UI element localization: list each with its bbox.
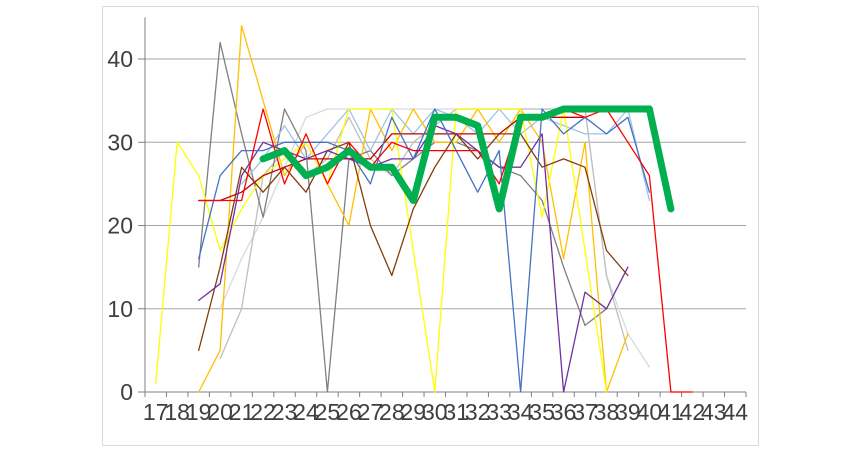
x-tick-label: 23 — [272, 399, 298, 425]
x-tick-label: 33 — [486, 399, 512, 425]
x-tick-label: 24 — [293, 399, 319, 425]
x-tick-label: 40 — [637, 399, 663, 425]
series-line-gold — [198, 25, 629, 393]
axis-labels: 0102030401718192021222324252627282930313… — [107, 46, 748, 425]
x-tick-label: 22 — [250, 399, 276, 425]
x-tick-label: 36 — [551, 399, 577, 425]
x-tick-label: 39 — [615, 399, 641, 425]
series-line-green — [259, 105, 675, 213]
x-tick-label: 34 — [508, 399, 534, 425]
x-tick-label: 19 — [186, 399, 212, 425]
x-tick-label: 17 — [143, 399, 169, 425]
series-line-brown — [198, 133, 629, 352]
y-tick-label: 20 — [107, 213, 133, 239]
series-lines — [155, 25, 693, 393]
series-line-gray — [198, 41, 608, 393]
gridlines — [145, 58, 746, 310]
x-tick-label: 42 — [680, 399, 706, 425]
x-tick-label: 28 — [379, 399, 405, 425]
x-tick-label: 32 — [465, 399, 491, 425]
axes — [138, 17, 747, 397]
x-tick-label: 18 — [164, 399, 190, 425]
y-tick-label: 40 — [107, 46, 133, 72]
y-tick-label: 30 — [107, 129, 133, 155]
x-tick-label: 26 — [336, 399, 362, 425]
x-tick-label: 31 — [443, 399, 469, 425]
x-tick-label: 20 — [207, 399, 233, 425]
x-tick-label: 25 — [315, 399, 341, 425]
x-tick-label: 41 — [658, 399, 684, 425]
series-line-light-blue — [240, 108, 651, 202]
y-tick-label: 0 — [120, 379, 133, 405]
x-tick-label: 35 — [529, 399, 555, 425]
x-tick-label: 44 — [722, 399, 748, 425]
x-tick-label: 43 — [701, 399, 727, 425]
x-tick-label: 38 — [594, 399, 620, 425]
x-tick-label: 29 — [401, 399, 427, 425]
y-tick-label: 10 — [107, 296, 133, 322]
x-tick-label: 37 — [572, 399, 598, 425]
series-line-red — [198, 108, 693, 393]
x-tick-label: 21 — [229, 399, 255, 425]
x-tick-label: 27 — [358, 399, 384, 425]
x-tick-label: 30 — [422, 399, 448, 425]
